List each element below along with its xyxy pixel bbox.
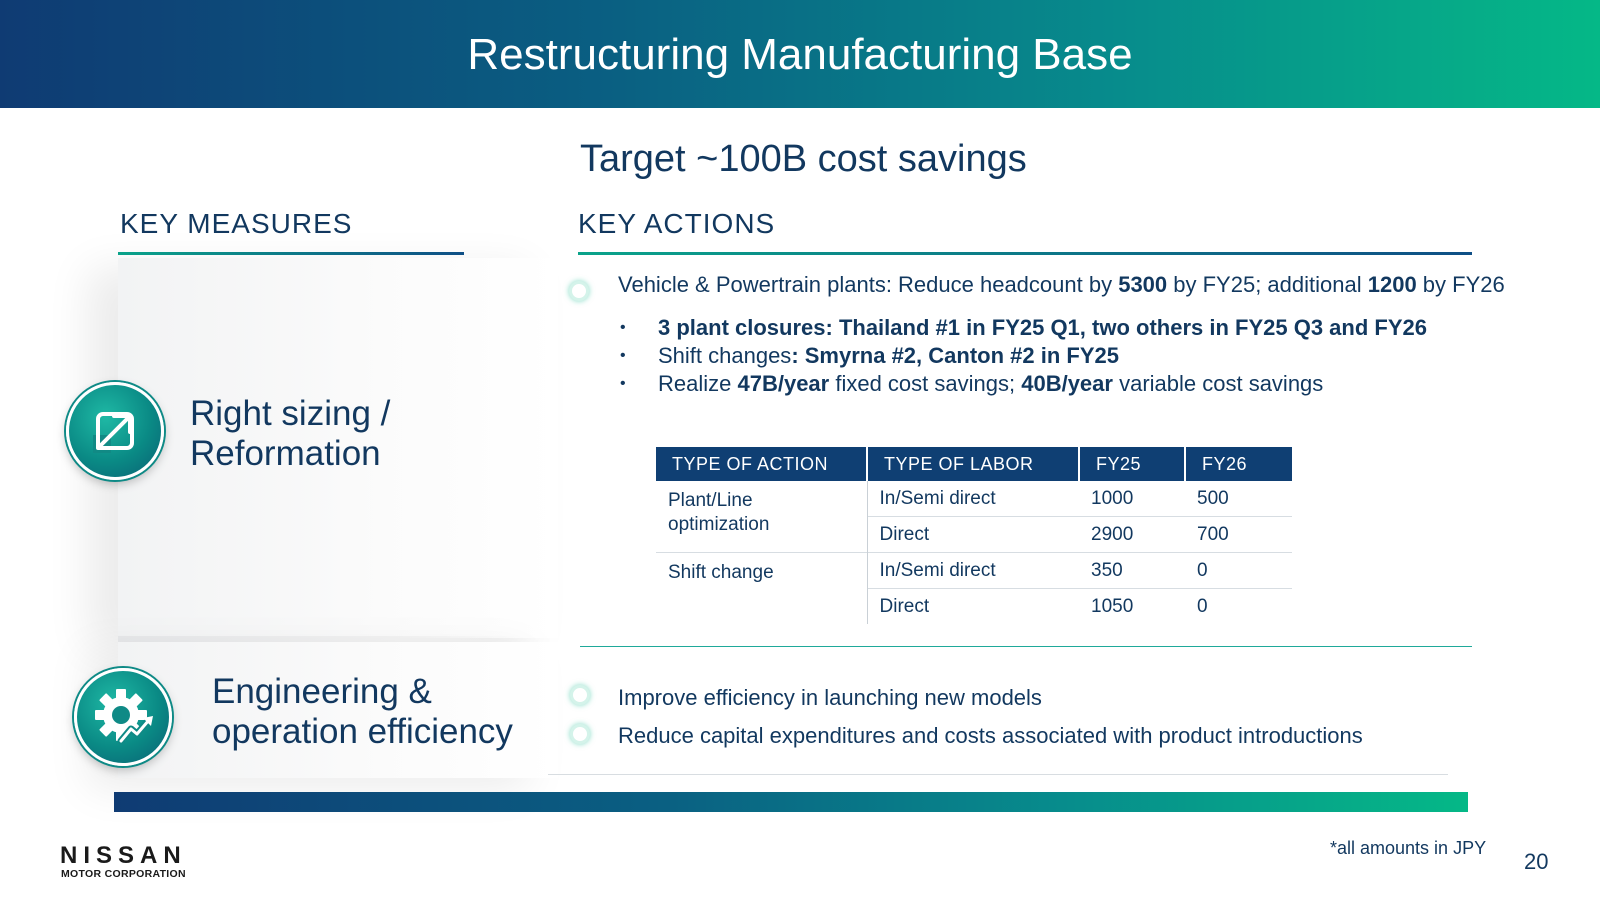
panel-divider bbox=[118, 636, 518, 642]
efficiency-action-1: Improve efficiency in launching new mode… bbox=[618, 685, 1042, 710]
table-cell-action: Plant/Line optimization bbox=[656, 481, 868, 553]
labor-reduction-table: TYPE OF ACTION TYPE OF LABOR FY25 FY26 P… bbox=[656, 447, 1292, 624]
key-measures-rule bbox=[118, 252, 464, 255]
page-title: Restructuring Manufacturing Base bbox=[467, 30, 1133, 79]
table-row: Shift change In/Semi direct 350 0 bbox=[656, 552, 1292, 624]
table-cell: In/Semi direct bbox=[867, 481, 1079, 517]
measure-panel-engineering bbox=[118, 642, 558, 778]
gear-growth-icon bbox=[74, 668, 172, 766]
table-cell: Direct bbox=[879, 595, 930, 617]
currency-footnote: *all amounts in JPY bbox=[1330, 838, 1487, 858]
key-actions-heading: KEY ACTIONS bbox=[578, 208, 776, 239]
table-header: FY26 bbox=[1185, 447, 1292, 481]
bullet-dot: • bbox=[620, 347, 626, 364]
table-cell: 350 bbox=[1079, 552, 1185, 589]
nissan-logo-subtitle: MOTOR CORPORATION bbox=[61, 868, 186, 880]
list-item: • Realize 47B/year fixed cost savings; 4… bbox=[620, 371, 1324, 396]
table-cell: 500 bbox=[1185, 481, 1292, 517]
headcount-sub-list: • 3 plant closures: Thailand #1 in FY25 … bbox=[620, 314, 1427, 398]
table-header: TYPE OF LABOR bbox=[867, 447, 1080, 481]
table-cell: 0 bbox=[1185, 552, 1292, 589]
page-number: 20 bbox=[1524, 849, 1549, 874]
table-cell: 1050 bbox=[1091, 595, 1134, 617]
key-measures-heading: KEY MEASURES bbox=[120, 208, 353, 239]
table-row: Direct 1050 0 bbox=[656, 589, 1292, 625]
table-header: FY25 bbox=[1079, 447, 1186, 481]
bullet-dot: • bbox=[620, 319, 626, 336]
table-cell: In/Semi direct bbox=[867, 552, 1079, 589]
measure-panel-right-sizing bbox=[118, 258, 558, 638]
table-cell: 0 bbox=[1197, 595, 1208, 617]
header-banner: Restructuring Manufacturing Base bbox=[0, 0, 1600, 108]
bullet-dot: • bbox=[620, 375, 626, 392]
bottom-divider bbox=[548, 774, 1448, 775]
action-bullet bbox=[570, 685, 590, 705]
table-cell: 1000 bbox=[1079, 481, 1185, 517]
efficiency-action-2: Reduce capital expenditures and costs as… bbox=[618, 723, 1363, 748]
action-bullet bbox=[570, 724, 590, 744]
nissan-logo: NISSAN bbox=[60, 842, 187, 869]
table-header: TYPE OF ACTION bbox=[656, 447, 868, 481]
measure-label-right-sizing: Right sizing / Reformation bbox=[190, 394, 391, 473]
table-cell: Direct bbox=[867, 516, 1079, 553]
list-item: • Shift changes: Smyrna #2, Canton #2 in… bbox=[620, 343, 1119, 368]
footer-gradient-bar bbox=[114, 792, 1468, 812]
table-row: Direct 2900 700 bbox=[656, 516, 1292, 553]
table-cell-action: Shift change bbox=[656, 552, 868, 624]
list-item: • 3 plant closures: Thailand #1 in FY25 … bbox=[620, 315, 1427, 340]
table-cell: 700 bbox=[1185, 516, 1292, 553]
resize-arrows-icon bbox=[66, 382, 164, 480]
action-bullet bbox=[569, 281, 589, 301]
headcount-reduction-text: Vehicle & Powertrain plants: Reduce head… bbox=[618, 272, 1505, 297]
section-divider bbox=[580, 646, 1472, 647]
target-subtitle: Target ~100B cost savings bbox=[580, 138, 1027, 180]
key-actions-rule bbox=[578, 252, 1472, 255]
table-cell: 2900 bbox=[1079, 516, 1185, 553]
table-row: Plant/Line optimization In/Semi direct 1… bbox=[656, 481, 1292, 553]
measure-label-engineering: Engineering & operation efficiency bbox=[212, 672, 513, 751]
